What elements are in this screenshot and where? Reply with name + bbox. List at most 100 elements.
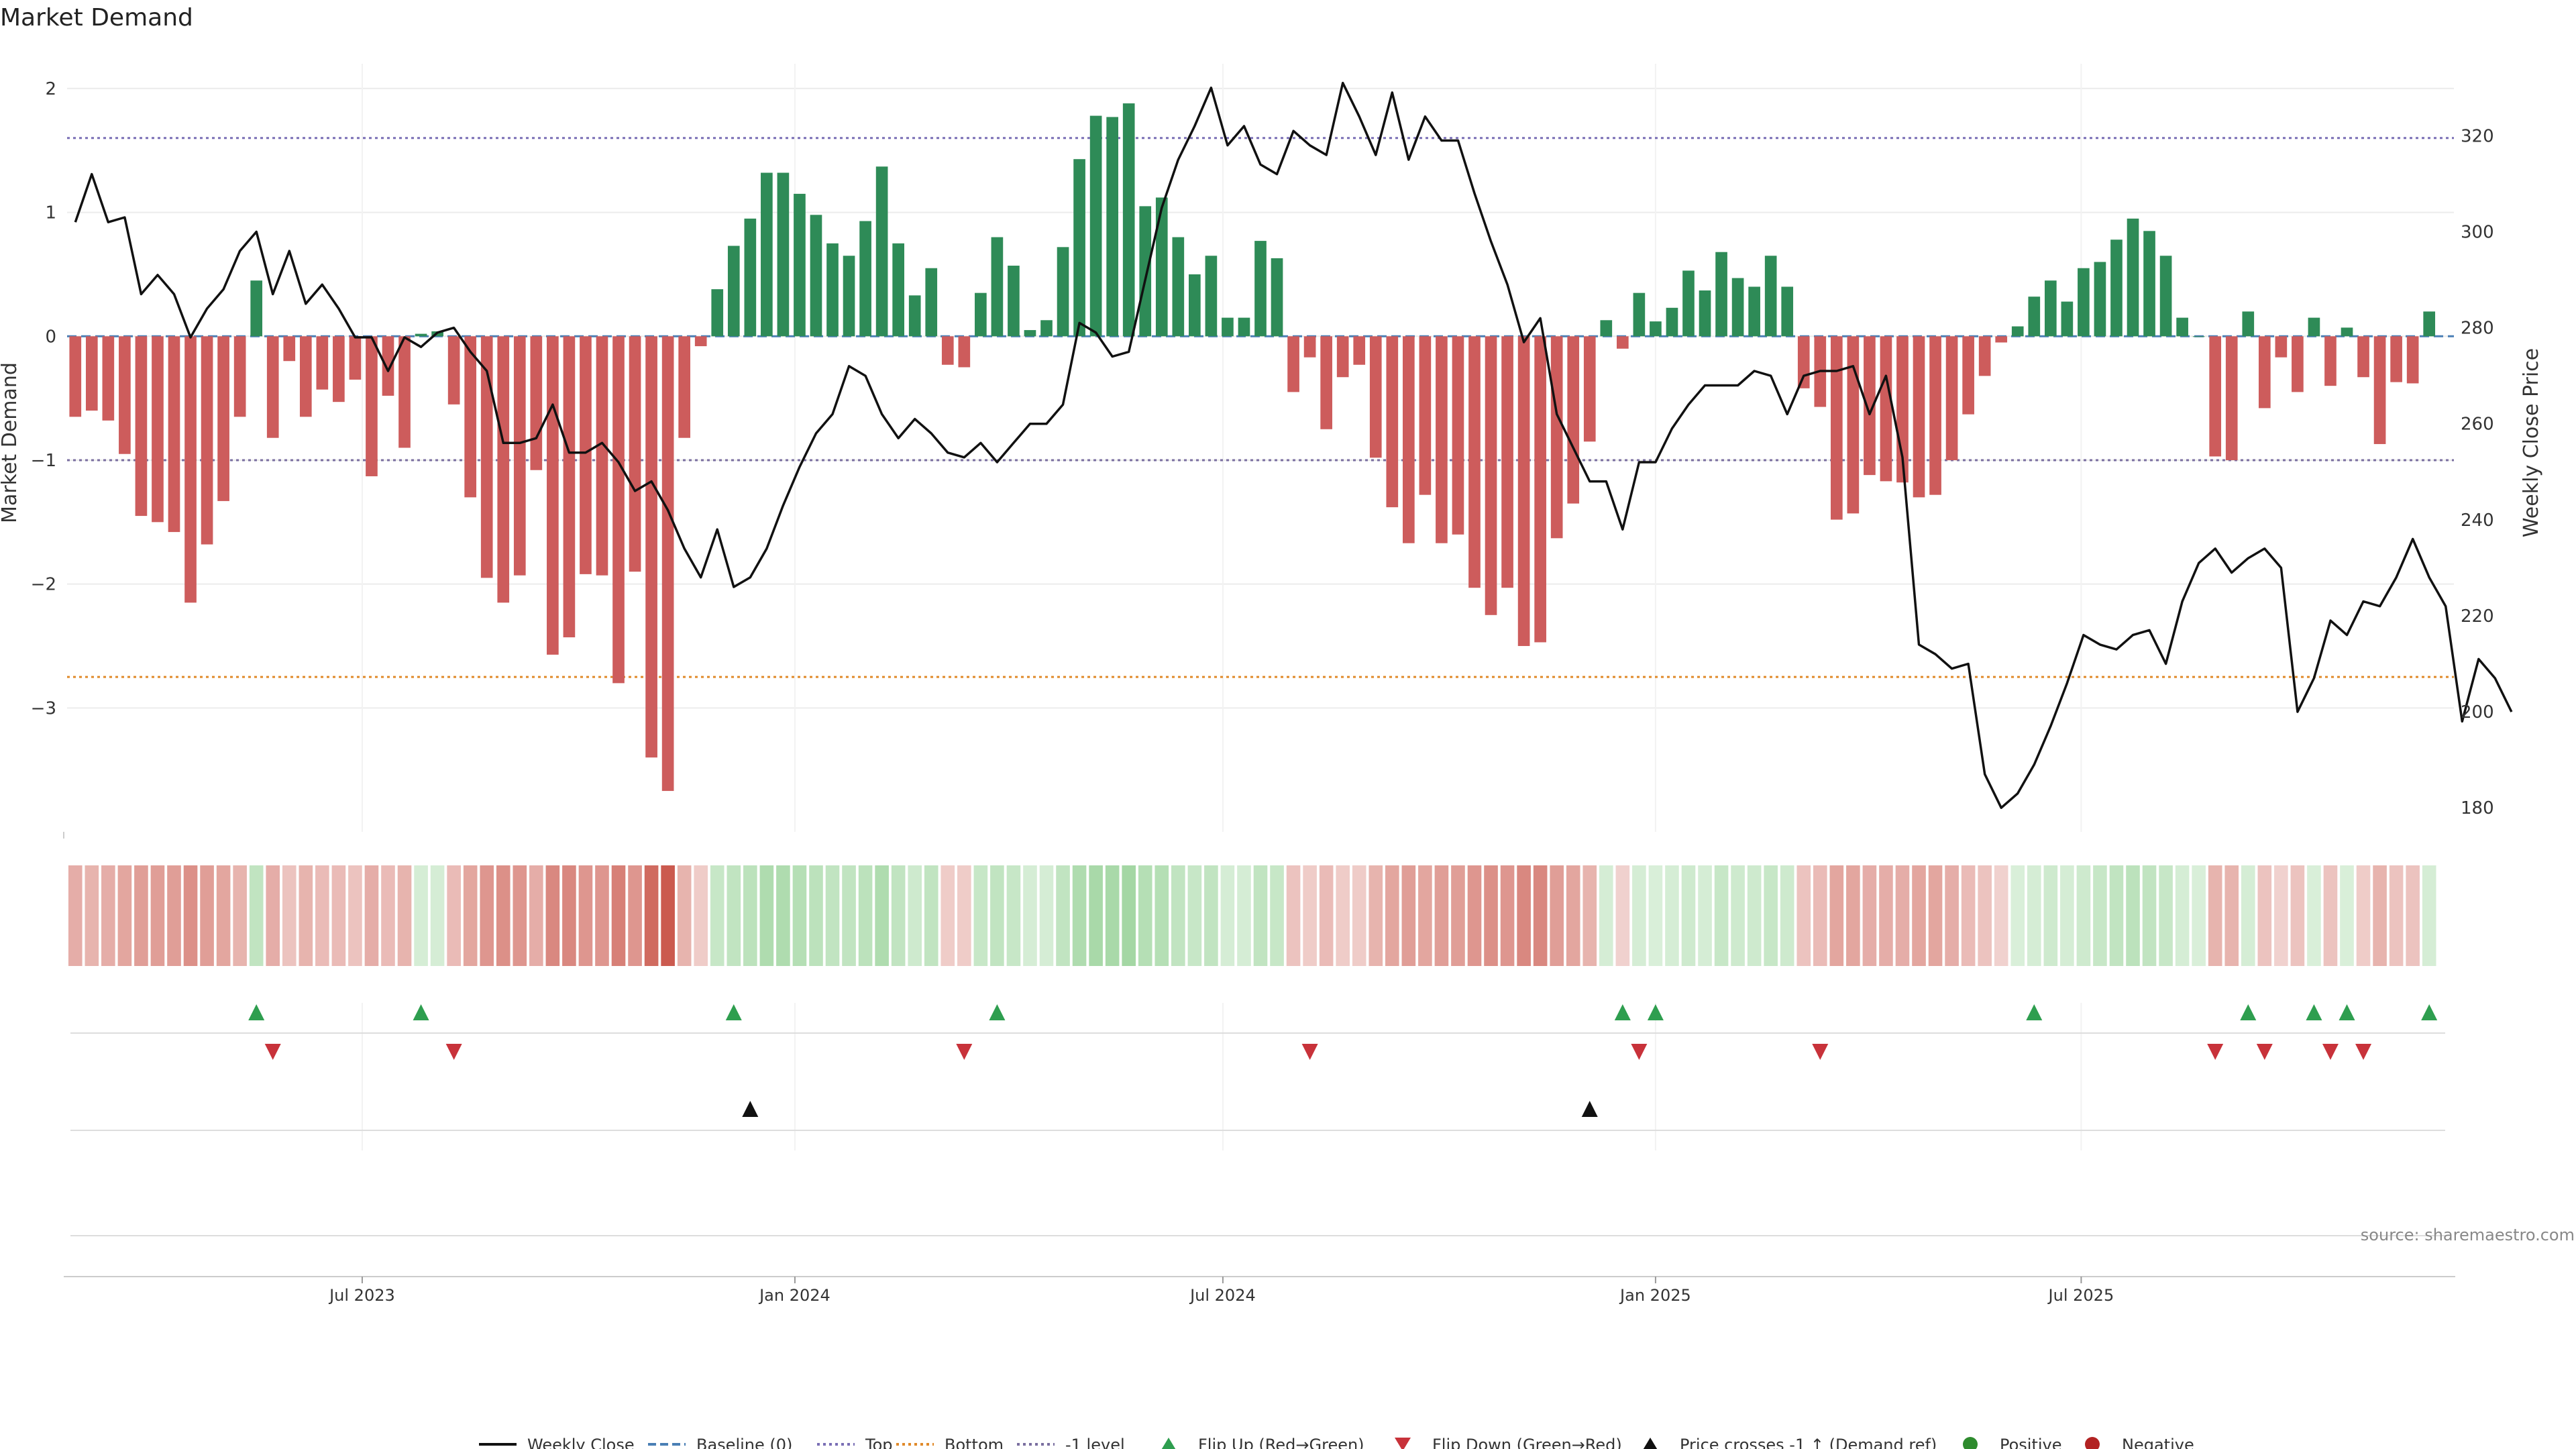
demand-bar bbox=[1403, 336, 1415, 543]
heat-cell bbox=[150, 865, 165, 966]
demand-bar bbox=[2242, 311, 2255, 337]
heat-cell bbox=[611, 865, 626, 966]
demand-bar bbox=[1682, 270, 1695, 337]
heat-cell bbox=[200, 865, 214, 966]
heat-cell bbox=[2373, 865, 2387, 966]
demand-bar bbox=[2127, 218, 2139, 337]
heat-cell bbox=[2027, 865, 2041, 966]
demand-bar bbox=[2308, 317, 2320, 337]
heat-cell bbox=[1023, 865, 1037, 966]
demand-bar bbox=[447, 336, 460, 405]
chart-title: Market Demand bbox=[0, 4, 193, 32]
heat-cell bbox=[397, 865, 412, 966]
demand-bar bbox=[1781, 286, 1794, 337]
demand-bar bbox=[1534, 336, 1546, 643]
flip-down-marker bbox=[264, 1044, 281, 1060]
source-note: source: sharemaestro.com bbox=[2361, 1226, 2575, 1244]
heat-cell bbox=[1401, 865, 1416, 966]
heat-cell bbox=[2406, 865, 2420, 966]
heat-cell bbox=[2422, 865, 2436, 966]
heat-cell bbox=[2241, 865, 2255, 966]
legend-swatch bbox=[2085, 1437, 2100, 1449]
demand-bar bbox=[1945, 336, 1958, 460]
weekly-close-line bbox=[74, 81, 2513, 809]
heat-cell bbox=[776, 865, 790, 966]
y-tick-right: 320 bbox=[2461, 126, 2494, 146]
demand-bar bbox=[266, 336, 279, 438]
heat-cell bbox=[1089, 865, 1103, 966]
legend-label: Negative bbox=[2122, 1436, 2194, 1449]
demand-bar bbox=[1353, 336, 1366, 365]
heat-cell bbox=[1681, 865, 1696, 966]
demand-bar bbox=[612, 336, 625, 684]
demand-bar bbox=[497, 336, 510, 603]
demand-bar bbox=[958, 336, 971, 368]
demand-bar bbox=[464, 336, 477, 498]
demand-bar bbox=[1650, 321, 1662, 337]
y-tick-right: 300 bbox=[2461, 222, 2494, 242]
demand-bar bbox=[102, 336, 115, 421]
heat-cell bbox=[1006, 865, 1021, 966]
demand-bar bbox=[250, 280, 263, 337]
heat-cell bbox=[1780, 865, 1794, 966]
demand-bar bbox=[152, 336, 164, 523]
heat-cell bbox=[1484, 865, 1498, 966]
demand-bar bbox=[1386, 336, 1399, 508]
heat-cell bbox=[1352, 865, 1366, 966]
legend-label: Top bbox=[865, 1436, 893, 1449]
demand-bar bbox=[2011, 326, 2024, 337]
heat-cell bbox=[1764, 865, 1778, 966]
demand-bar bbox=[233, 336, 246, 417]
y-tick-left: −3 bbox=[31, 698, 56, 718]
legend-item: Price crosses -1 ↑ (Demand ref) bbox=[1643, 1436, 1937, 1449]
demand-bar bbox=[2209, 336, 2222, 457]
demand-bar bbox=[645, 336, 657, 758]
demand-bar bbox=[629, 336, 641, 572]
heat-cell bbox=[1467, 865, 1482, 966]
heat-cell bbox=[1731, 865, 1745, 966]
flip-down-marker bbox=[1812, 1044, 1829, 1060]
demand-bar bbox=[1666, 307, 1678, 337]
heat-cell bbox=[1862, 865, 1877, 966]
demand-bar bbox=[1139, 206, 1152, 337]
y-tick-left: 0 bbox=[45, 327, 56, 347]
demand-bar bbox=[711, 289, 724, 337]
demand-bar bbox=[975, 292, 987, 337]
flip-down-marker bbox=[956, 1044, 973, 1060]
heat-cell bbox=[1945, 865, 1959, 966]
legend-swatch bbox=[1643, 1438, 1658, 1449]
demand-bar bbox=[2028, 297, 2041, 337]
heat-cell bbox=[727, 865, 741, 966]
heat-cell bbox=[414, 865, 428, 966]
heat-cell bbox=[1912, 865, 1926, 966]
heat-cell bbox=[1648, 865, 1663, 966]
demand-bar bbox=[299, 336, 312, 417]
demand-bar bbox=[1452, 336, 1464, 535]
heat-cell bbox=[677, 865, 692, 966]
flip-up-marker bbox=[989, 1004, 1006, 1020]
demand-bar bbox=[1303, 336, 1316, 358]
flip-up-marker bbox=[248, 1004, 265, 1020]
demand-bar bbox=[1287, 336, 1299, 392]
heat-cell bbox=[2323, 865, 2338, 966]
legend-item: Top bbox=[817, 1436, 893, 1449]
demand-bar bbox=[1155, 197, 1168, 337]
demand-bar bbox=[1978, 336, 1991, 376]
flip-up-marker bbox=[2306, 1004, 2322, 1020]
demand-bar bbox=[1550, 336, 1563, 539]
heat-cell bbox=[1434, 865, 1449, 966]
demand-bar bbox=[2110, 239, 2123, 337]
demand-bar bbox=[941, 336, 954, 365]
demand-bars bbox=[69, 103, 2436, 792]
price-cross-marker bbox=[1581, 1101, 1598, 1117]
demand-bar bbox=[316, 336, 329, 390]
demand-bar bbox=[1617, 336, 1629, 349]
heat-cell bbox=[2060, 865, 2074, 966]
heat-cell bbox=[2307, 865, 2321, 966]
heat-cell bbox=[545, 865, 560, 966]
heat-cell bbox=[2076, 865, 2091, 966]
demand-bar bbox=[1222, 317, 1234, 337]
heat-cell bbox=[694, 865, 708, 966]
demand-bar bbox=[2159, 256, 2172, 337]
heat-cell bbox=[1253, 865, 1268, 966]
